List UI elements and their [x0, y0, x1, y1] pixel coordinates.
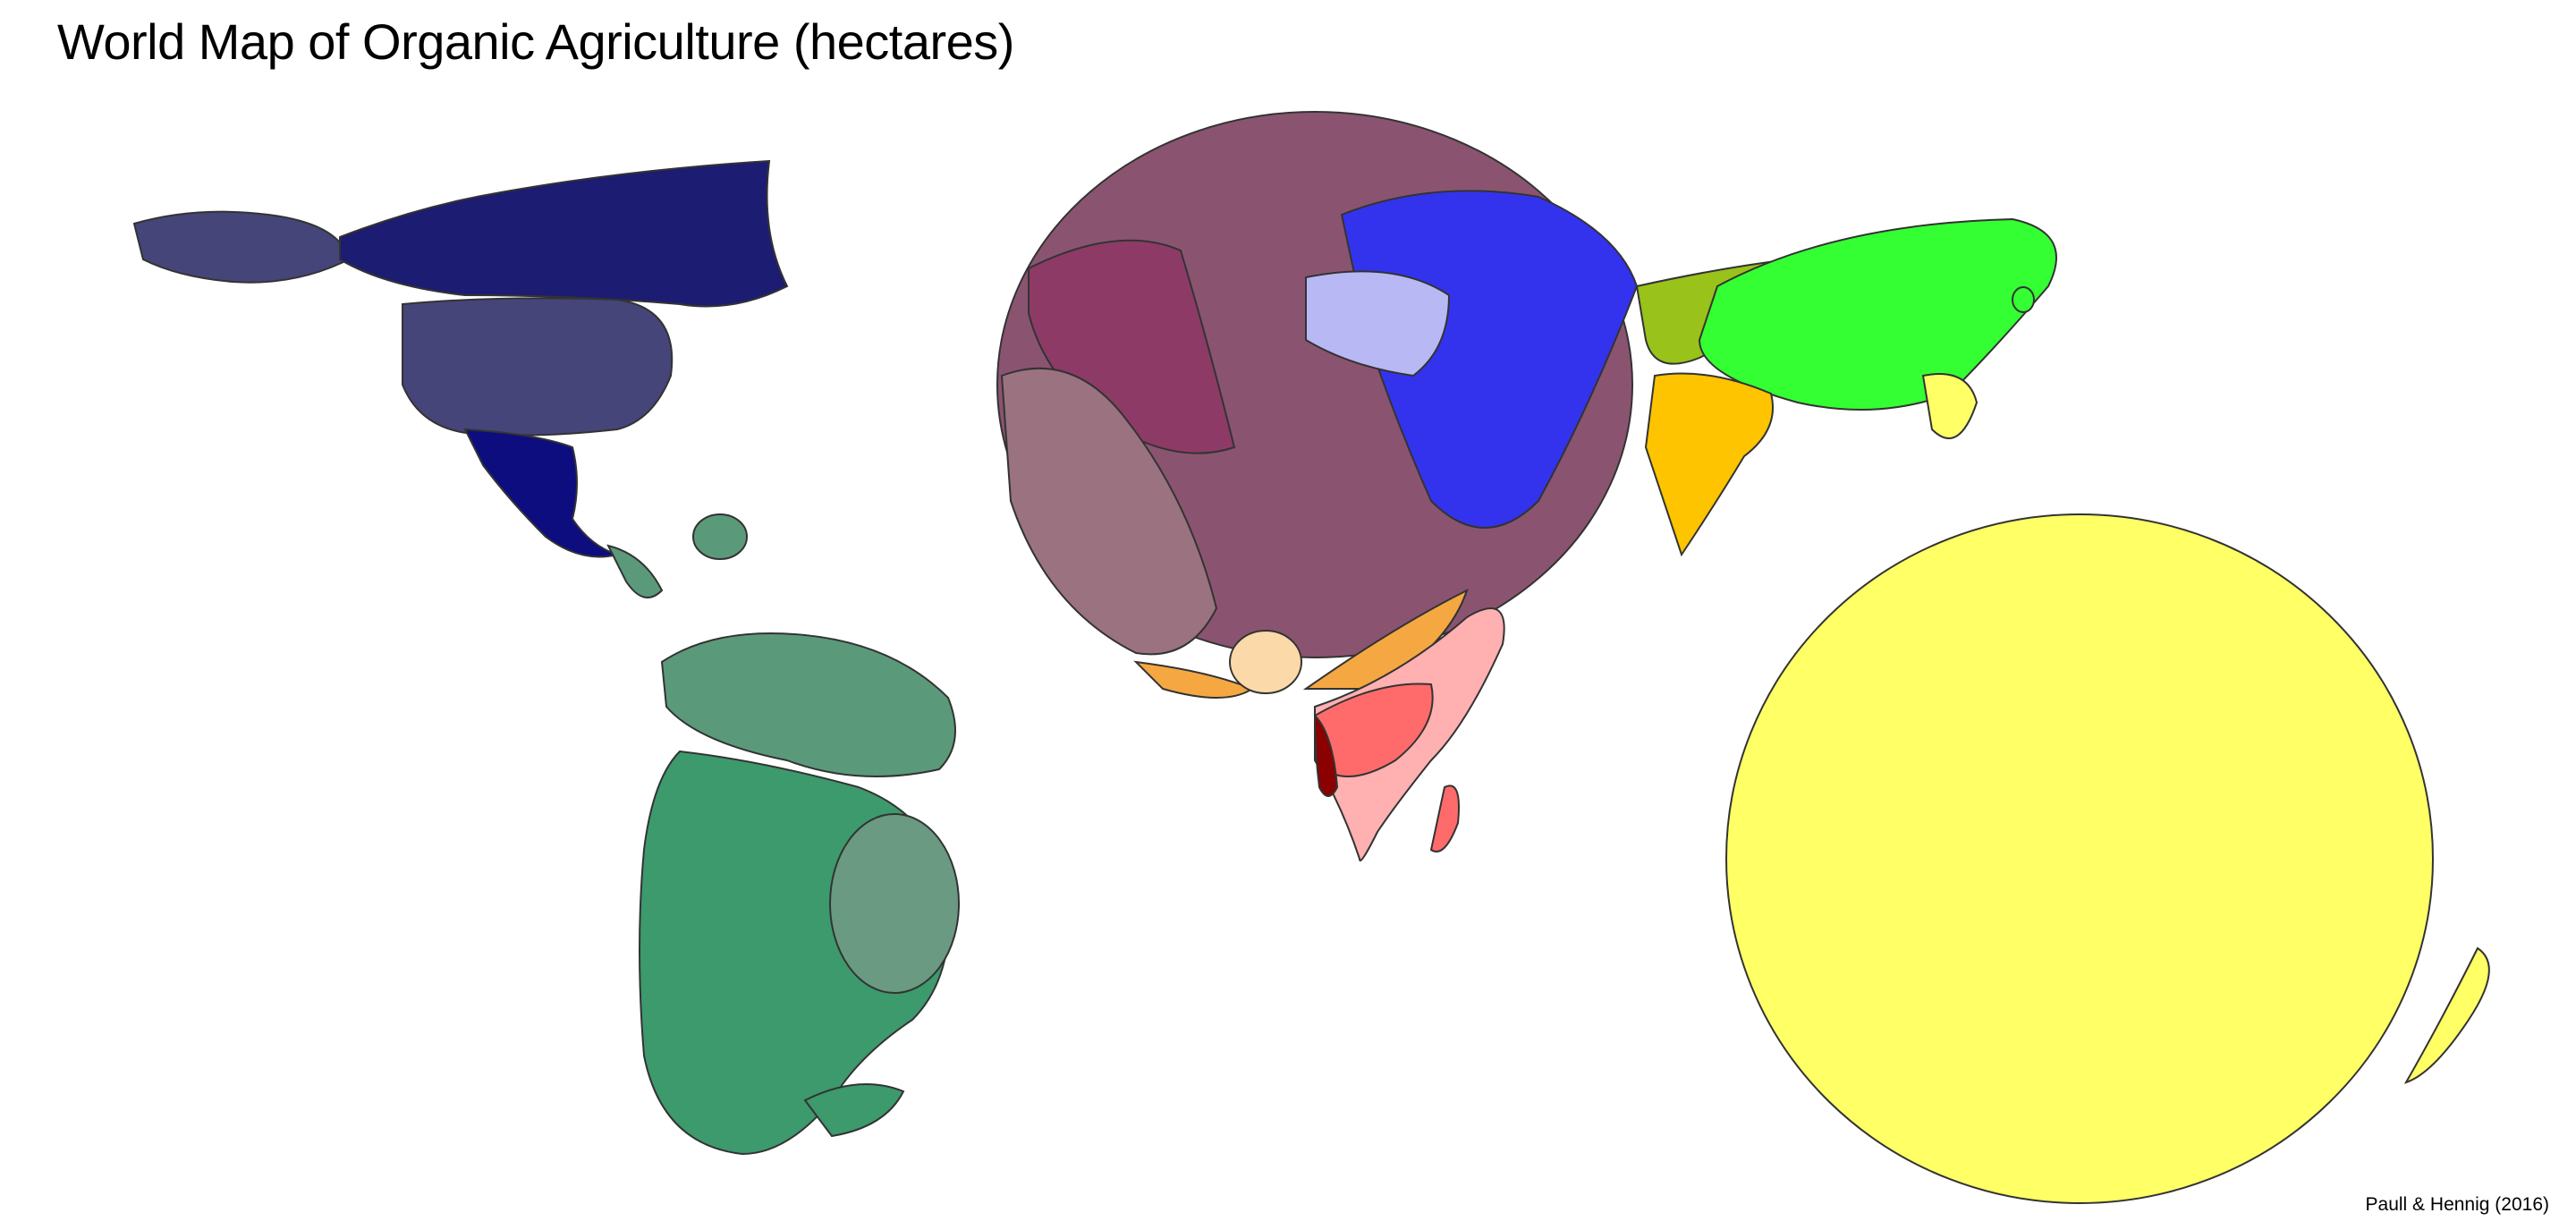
region-africa-north-cream [1229, 630, 1302, 694]
region-madagascar [1429, 785, 1460, 853]
region-mexico [463, 428, 621, 558]
region-patagonia-islands [803, 1083, 905, 1138]
region-usa [402, 297, 674, 437]
region-caribbean [692, 513, 748, 560]
region-europe-southwest [1000, 367, 1218, 656]
region-europe-east-light [1305, 270, 1451, 377]
region-asia-green [1698, 217, 2057, 411]
region-central-america [606, 544, 664, 598]
region-india [1644, 372, 1774, 557]
region-europe-east-blue [1340, 190, 1639, 529]
region-africa-dark [1313, 713, 1339, 797]
region-alaska [132, 210, 351, 284]
region-korea [2012, 286, 2035, 313]
region-new-zealand [2403, 946, 2490, 1084]
map-title: World Map of Organic Agriculture (hectar… [57, 13, 1014, 70]
region-south-america-east [829, 813, 960, 994]
region-canada [339, 159, 789, 308]
region-oceania [1725, 513, 2434, 1204]
map-credit: Paull & Hennig (2016) [2365, 1194, 2549, 1215]
region-south-america-north [660, 632, 956, 777]
region-southeast-asia [1921, 373, 1979, 439]
region-africa-red [1313, 683, 1434, 777]
